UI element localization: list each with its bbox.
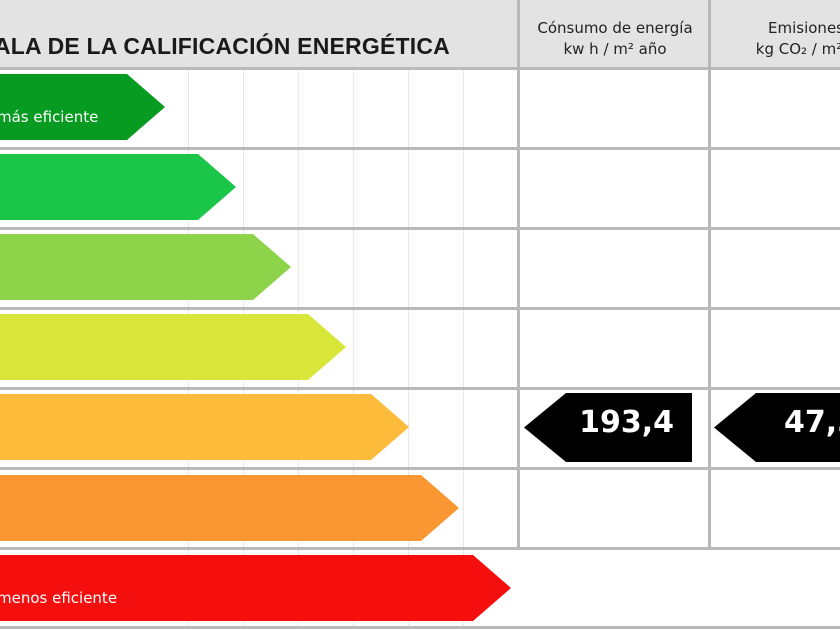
column-divider-2	[708, 0, 711, 550]
grid-line	[353, 70, 354, 625]
emissions-value: 47,5	[784, 405, 840, 440]
consumption-column-header: Cónsumo de energía kw h / m² año	[520, 18, 710, 60]
grid-line-5	[0, 467, 840, 470]
grid-line-1	[0, 147, 840, 150]
rating-arrow-b	[0, 154, 236, 220]
header-band	[0, 0, 840, 68]
rating-arrow-e	[0, 394, 409, 460]
rating-arrow-d	[0, 314, 346, 380]
grid-line-2	[0, 227, 840, 230]
grid-line	[408, 70, 409, 625]
least-efficient-label: menos eficiente	[0, 589, 118, 607]
rating-arrow-c	[0, 234, 291, 300]
grid-line-4	[0, 387, 840, 390]
rating-arrow-a: más eficiente	[0, 74, 165, 140]
rating-arrow-g: menos eficiente	[0, 555, 511, 621]
grid-line-0	[0, 67, 840, 70]
page-title: ALA DE LA CALIFICACIÓN ENERGÉTICA	[0, 33, 450, 59]
grid-line-7	[0, 626, 840, 629]
emissions-column-header: Emisiones kg CO₂ / m² a	[711, 18, 840, 60]
emissions-rating-badge: 47,5	[714, 393, 840, 462]
column-divider-1	[517, 0, 520, 550]
emissions-header-line1: Emisiones	[768, 19, 840, 37]
consumption-value: 193,4	[579, 405, 674, 440]
grid-line-6	[0, 547, 840, 550]
grid-line	[463, 70, 464, 625]
most-efficient-label: más eficiente	[0, 108, 99, 126]
emissions-header-line2: kg CO₂ / m² a	[755, 40, 840, 58]
rating-arrow-f	[0, 475, 459, 541]
consumption-header-line1: Cónsumo de energía	[537, 19, 693, 37]
consumption-header-line2: kw h / m² año	[563, 40, 667, 58]
consumption-rating-badge: 193,4	[524, 393, 692, 462]
grid-line-3	[0, 307, 840, 310]
